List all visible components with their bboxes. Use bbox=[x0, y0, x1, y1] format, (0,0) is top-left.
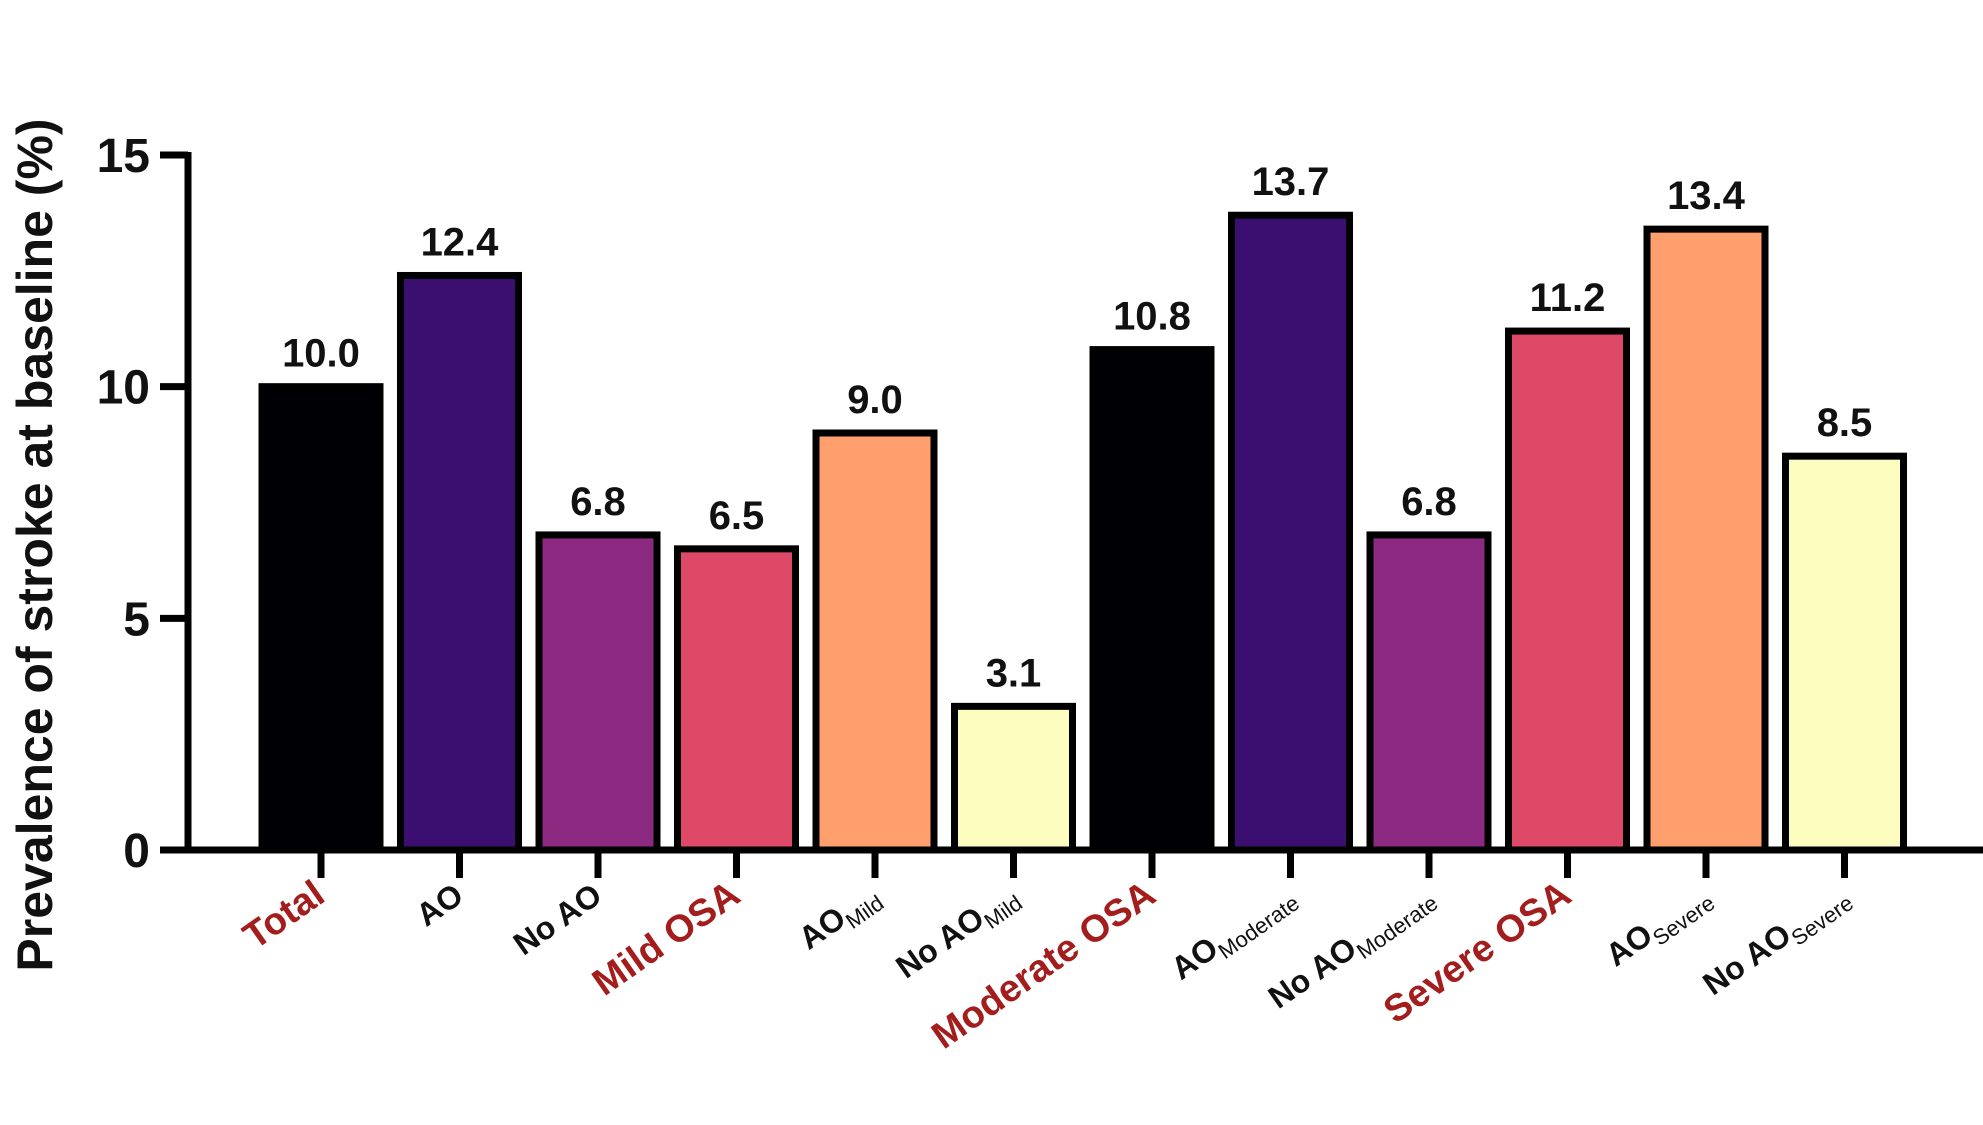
category-label-main: No AO bbox=[1262, 930, 1363, 1016]
category-label-main: AO bbox=[410, 876, 470, 933]
bar bbox=[535, 531, 661, 854]
bar-value-label: 6.8 bbox=[1401, 480, 1457, 524]
bar bbox=[812, 429, 938, 854]
category-label-main: AO bbox=[792, 899, 852, 956]
y-axis-ticks: 0 5 10 15 bbox=[97, 130, 188, 878]
bar-value-label: 12.4 bbox=[421, 220, 500, 264]
bar bbox=[674, 545, 799, 854]
category-label: Total bbox=[236, 873, 332, 958]
category-label-main: No AO bbox=[1696, 916, 1797, 1002]
category-label-main: AO bbox=[1599, 916, 1659, 973]
y-tick-label: 5 bbox=[123, 593, 150, 646]
y-axis-label: Prevalence of stroke at baseline (%) bbox=[7, 118, 63, 971]
category-label: Mild OSA bbox=[585, 873, 747, 1004]
bar-value-label: 10.8 bbox=[1113, 295, 1191, 339]
category-label: Moderate OSA bbox=[925, 873, 1164, 1058]
bar-value-label: 6.8 bbox=[570, 480, 626, 524]
bars bbox=[258, 211, 1907, 854]
bar bbox=[1505, 327, 1630, 854]
bar-value-label: 9.0 bbox=[847, 378, 903, 422]
y-tick-label: 0 bbox=[123, 825, 150, 878]
bar-value-label: 8.5 bbox=[1817, 401, 1873, 445]
category-label: Severe OSA bbox=[1376, 873, 1578, 1032]
category-label-main: No AO bbox=[507, 876, 608, 962]
bar-value-label: 10.0 bbox=[282, 332, 360, 376]
category-label-main: No AO bbox=[889, 899, 990, 985]
category-label: No AOSevere bbox=[1696, 876, 1858, 1007]
bar bbox=[951, 702, 1076, 854]
category-label: AOSevere bbox=[1599, 876, 1720, 978]
value-labels: 10.0 12.4 6.8 6.5 9.0 3.1 10.8 13.7 6.8 11.2 13.4 8… bbox=[282, 160, 1872, 695]
bar-value-label: 11.2 bbox=[1530, 276, 1606, 320]
category-label-main: AO bbox=[1164, 930, 1224, 987]
y-tick-label: 15 bbox=[97, 130, 150, 183]
category-label-subscript: Moderate bbox=[1213, 890, 1303, 964]
bar bbox=[1228, 211, 1353, 854]
bar bbox=[1089, 346, 1215, 854]
category-label: No AO bbox=[507, 876, 608, 962]
bar-value-label: 13.4 bbox=[1667, 174, 1746, 218]
bar bbox=[1782, 452, 1907, 854]
bar-value-label: 6.5 bbox=[709, 494, 765, 538]
bar bbox=[1643, 225, 1769, 854]
category-label-main: Mild OSA bbox=[585, 873, 747, 1004]
bar bbox=[397, 271, 522, 854]
category-label-main: Severe OSA bbox=[1376, 873, 1578, 1032]
category-label-main: Moderate OSA bbox=[925, 873, 1164, 1058]
category-label-main: Total bbox=[236, 873, 332, 958]
category-label-subscript: Severe bbox=[1648, 890, 1719, 950]
category-label-subscript: Severe bbox=[1787, 890, 1858, 950]
category-label: AO bbox=[410, 876, 470, 933]
category-label-subscript: Moderate bbox=[1352, 890, 1442, 964]
category-label: AOMild bbox=[792, 876, 888, 961]
bar bbox=[1366, 531, 1492, 854]
bar bbox=[258, 383, 384, 854]
bar-value-label: 13.7 bbox=[1252, 160, 1330, 204]
x-axis-category-labels: Total AO No AOMild OSA AOMild No AOMildModer… bbox=[236, 850, 1858, 1058]
bar-value-label: 3.1 bbox=[986, 651, 1042, 695]
y-tick-label: 10 bbox=[97, 362, 150, 415]
